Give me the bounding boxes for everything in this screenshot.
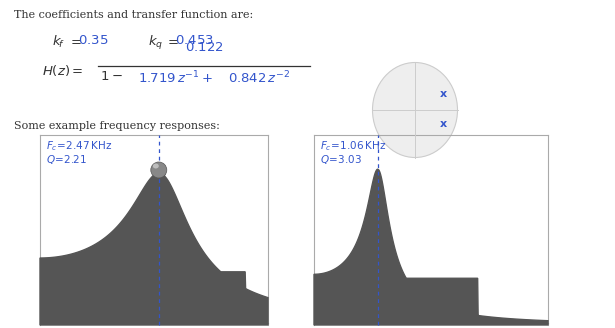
Text: $=$: $=$ (165, 34, 179, 47)
Polygon shape (40, 173, 268, 325)
Polygon shape (314, 169, 548, 325)
Text: $F_c\!=\!2.47\,\mathrm{KHz}$: $F_c\!=\!2.47\,\mathrm{KHz}$ (46, 139, 112, 153)
Ellipse shape (373, 63, 458, 157)
Text: $1-$: $1-$ (100, 70, 122, 83)
Text: $0.453$: $0.453$ (175, 34, 214, 47)
Text: The coefficients and transfer function are:: The coefficients and transfer function a… (14, 10, 253, 20)
Text: $Q\!=\!3.03$: $Q\!=\!3.03$ (320, 153, 362, 166)
Text: $H(z) =$: $H(z) =$ (42, 63, 84, 78)
Text: $=$: $=$ (68, 34, 82, 47)
Text: Some example frequency responses:: Some example frequency responses: (14, 121, 220, 131)
Text: x: x (440, 119, 446, 129)
Ellipse shape (153, 163, 159, 169)
Ellipse shape (151, 162, 167, 178)
Text: $\mathit{k}_{\!f}$: $\mathit{k}_{\!f}$ (52, 34, 65, 50)
Text: $0.35$: $0.35$ (78, 34, 108, 47)
Ellipse shape (156, 171, 166, 177)
Text: $1.719\,z^{-1}+$: $1.719\,z^{-1}+$ (138, 70, 213, 87)
Text: $0.122$: $0.122$ (184, 41, 223, 54)
Text: x: x (440, 89, 446, 99)
Text: $\mathit{k}_{q}$: $\mathit{k}_{q}$ (148, 34, 163, 52)
Text: $F_c\!=\!1.06\,\mathrm{KHz}$: $F_c\!=\!1.06\,\mathrm{KHz}$ (320, 139, 386, 153)
Text: $0.842\,z^{-2}$: $0.842\,z^{-2}$ (228, 70, 290, 87)
Text: $Q\!=\!2.21$: $Q\!=\!2.21$ (46, 153, 87, 166)
